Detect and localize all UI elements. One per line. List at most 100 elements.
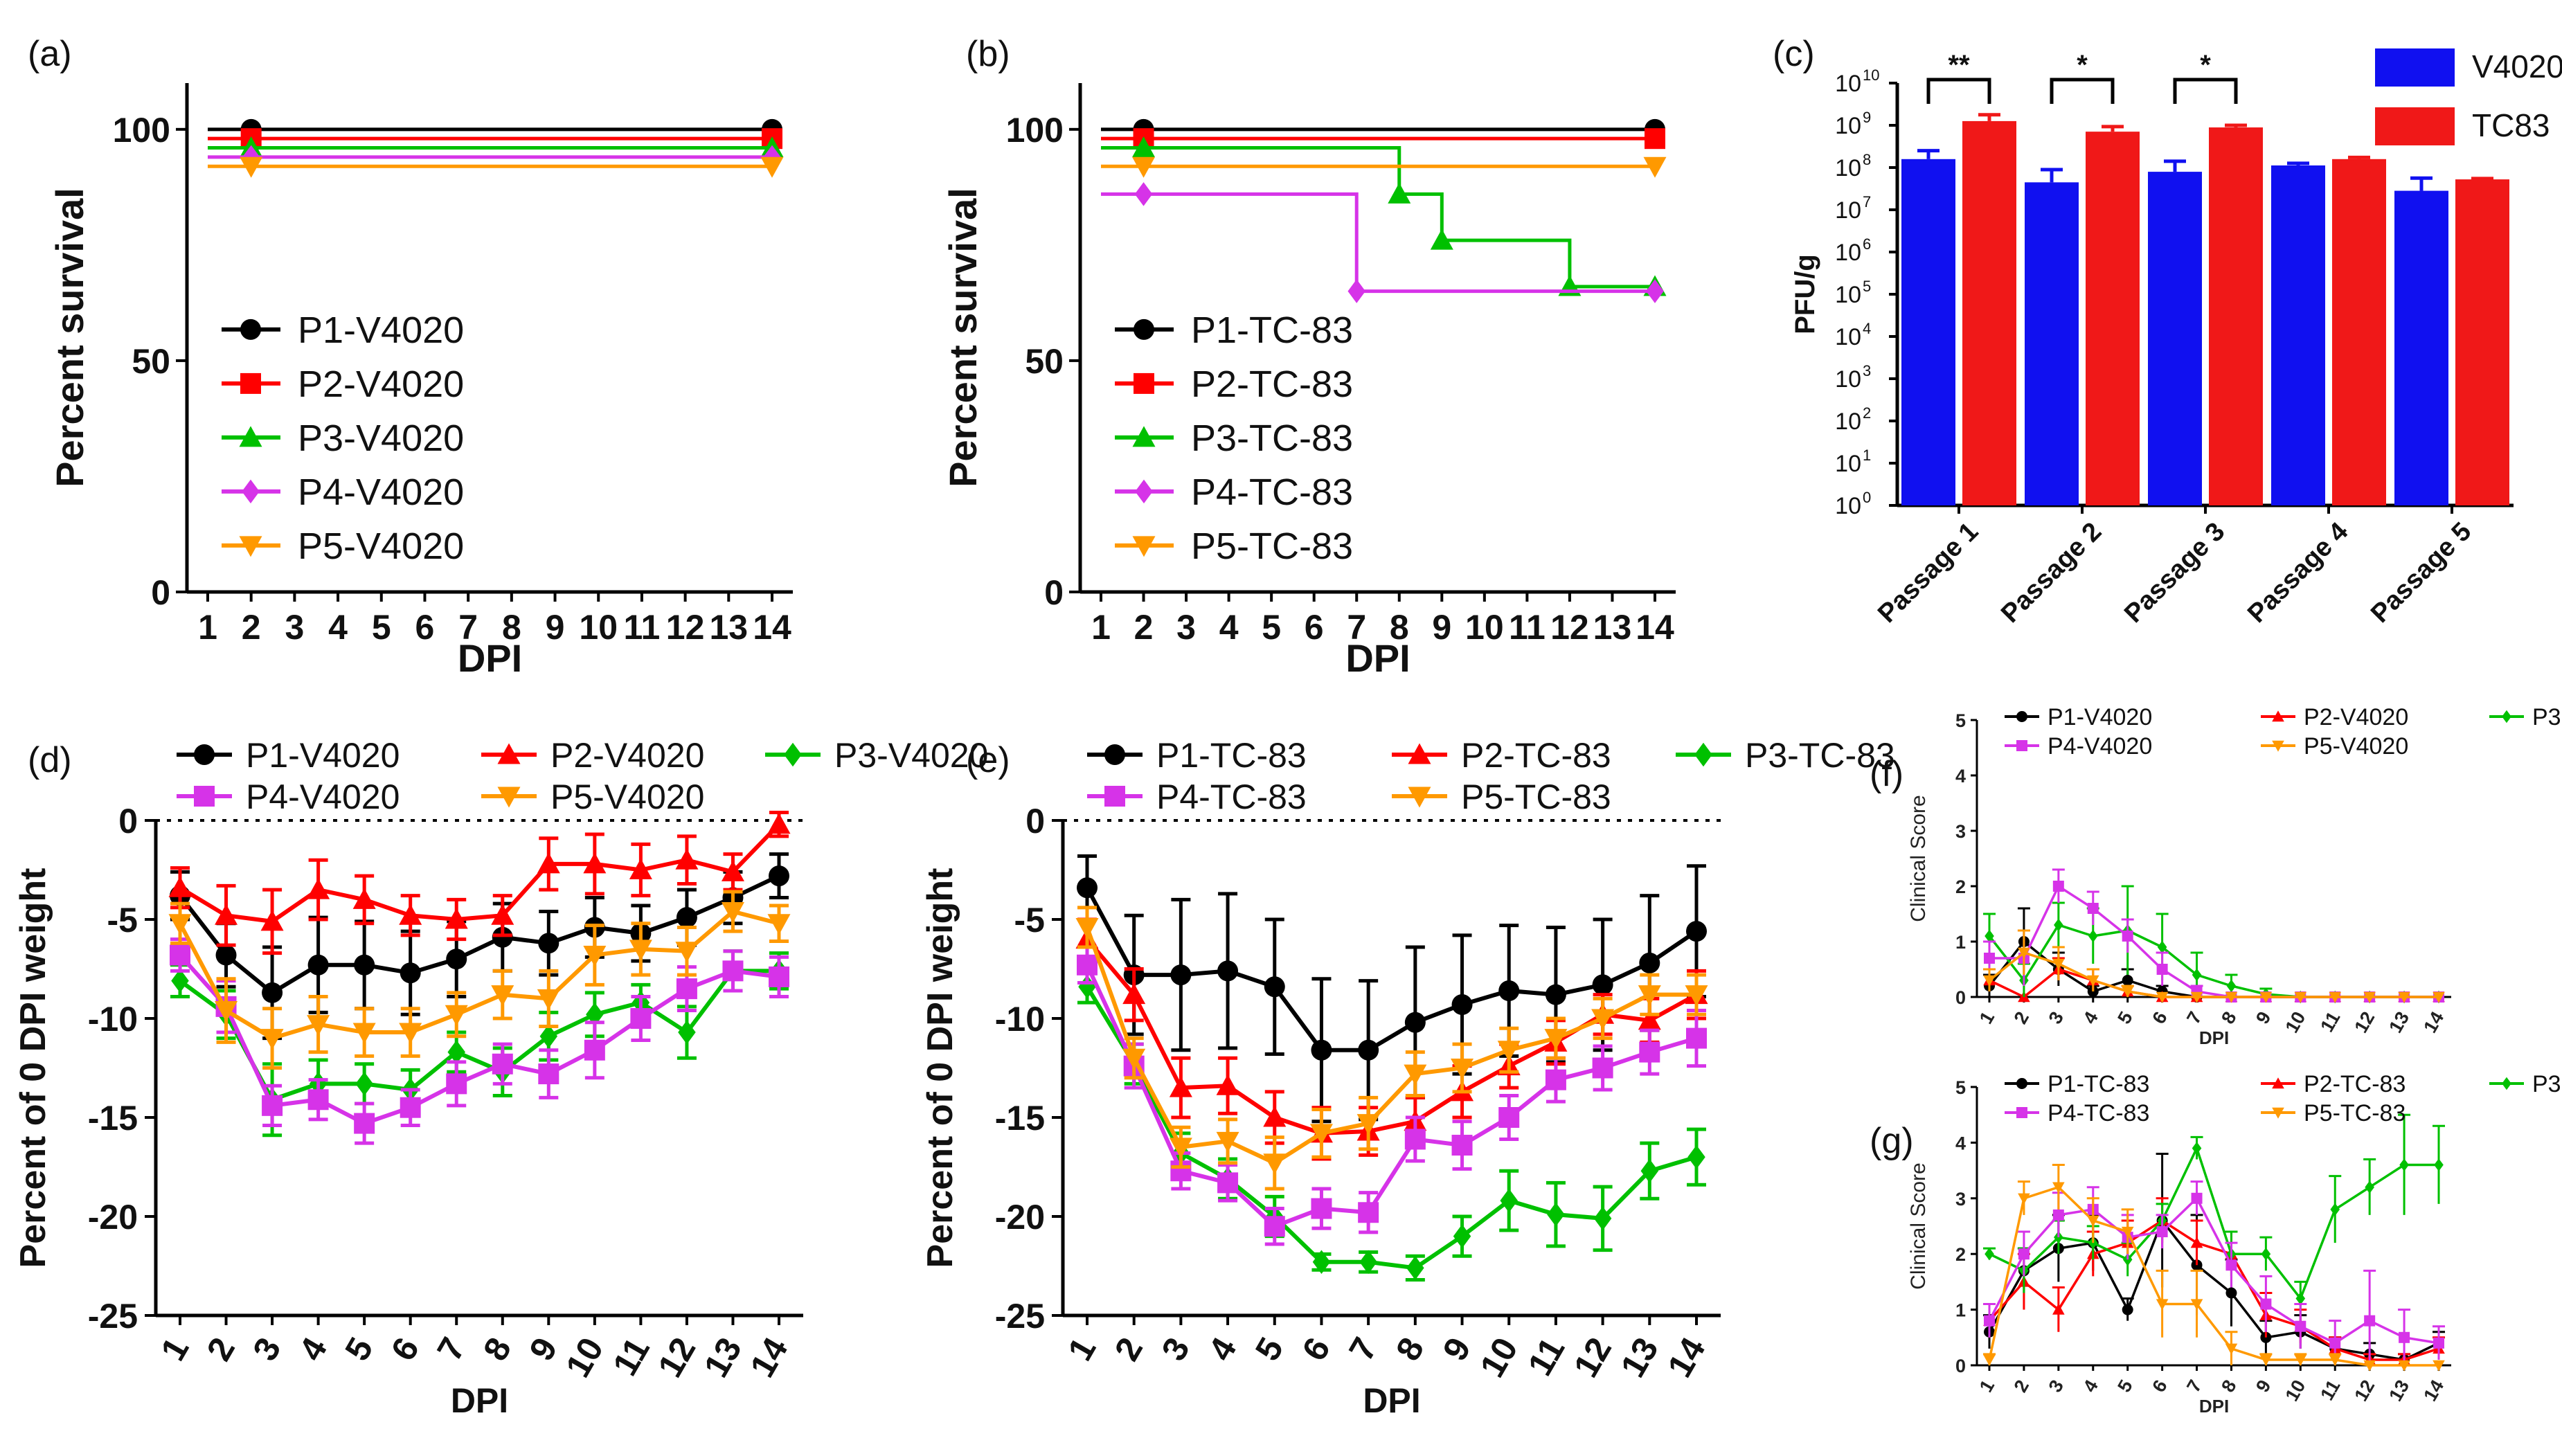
x-tick-label: 12 [1566, 1331, 1619, 1384]
point-P1-V4020 [446, 949, 467, 970]
point-P1-TC-83 [1686, 921, 1707, 942]
panel-label: (a) [28, 34, 72, 74]
x-tick-label: 9 [546, 608, 565, 647]
y-axis-title: Clinical Score [1907, 1162, 1930, 1289]
y-tick-label: 3 [1955, 1189, 1966, 1210]
point-P1-V4020 [215, 944, 237, 966]
y-tick-exponent: 2 [1863, 404, 1871, 422]
legend-label: V4020 [2472, 48, 2562, 84]
x-tick-label: 10 [1472, 1331, 1525, 1384]
point-P4-V4020 [400, 1097, 421, 1118]
survival-point-P5-TC-83 [1132, 156, 1156, 178]
point-P1-TC-83 [1451, 994, 1473, 1015]
legend-marker [2016, 740, 2027, 751]
x-tick-label: 11 [1509, 608, 1546, 647]
survival-point-P4-TC-83 [1646, 279, 1664, 303]
legend-marker [240, 318, 261, 340]
point-P1-TC-83 [1170, 964, 1192, 986]
legend-label: P3-V4020 [2532, 704, 2562, 730]
x-tick-label: 7 [2183, 1008, 2205, 1027]
x-tick-label: 14 [1660, 1331, 1712, 1383]
point-P2-TC-83 [1122, 983, 1146, 1005]
point-P5-TC-83 [1075, 917, 1099, 939]
y-axis-title: Clinical Score [1907, 795, 1930, 922]
x-tick-label: 6 [2148, 1376, 2171, 1396]
x-tick-label: 12 [2350, 1376, 2379, 1405]
x-tick-label: 10 [558, 1331, 611, 1384]
point-P5-TC-83 [2121, 1226, 2134, 1238]
y-tick-label: -5 [107, 901, 138, 940]
point-P5-TC-83 [1169, 1138, 1192, 1159]
x-tick-label: 2 [2010, 1376, 2033, 1396]
point-P4-V4020 [769, 966, 789, 987]
point-P4-TC-83 [2018, 1248, 2030, 1260]
point-P5-TC-83 [1404, 1064, 1427, 1086]
point-P4-TC-83 [1451, 1135, 1473, 1156]
legend-marker [2272, 1077, 2284, 1089]
point-P4-TC-83 [1404, 1129, 1426, 1150]
point-P1-V4020 [262, 982, 283, 1003]
y-tick-base: 10 [1835, 493, 1861, 519]
y-tick-label: 0 [1044, 573, 1064, 612]
point-P2-V4020 [260, 910, 284, 931]
point-P5-V4020 [307, 1015, 330, 1036]
point-P5-V4020 [215, 1001, 238, 1023]
x-tick-label: 10 [579, 608, 618, 647]
y-tick-exponent: 0 [1863, 489, 1871, 506]
point-P1-TC-83 [1545, 984, 1566, 1005]
legend-label: P5-V4020 [550, 778, 704, 816]
y-tick-base: 10 [1835, 451, 1861, 477]
point-P4-V4020 [676, 978, 697, 1000]
y-tick-label: -20 [88, 1198, 138, 1237]
point-P4-TC-83 [2191, 1192, 2203, 1204]
survival-point-P2-TC-83 [1645, 128, 1665, 150]
series-P5-V4020 [1983, 929, 2445, 1003]
line-P5-TC-83 [1085, 926, 1696, 1166]
point-P4-TC-83 [1639, 1041, 1660, 1063]
point-P5-V4020 [629, 940, 652, 961]
y-axis-title: Percent of 0 DPI weight [920, 868, 960, 1268]
point-P1-V4020 [676, 907, 697, 928]
y-axis-title: PFU/g [1790, 254, 1820, 334]
legend-label: P4-TC-83 [1191, 471, 1353, 513]
point-P3-TC-83 [1312, 1250, 1331, 1275]
series-P3-V4020 [1983, 885, 2444, 1004]
point-P5-TC-83 [1309, 1124, 1333, 1145]
y-tick-label: 50 [132, 342, 170, 381]
point-P4-V4020 [170, 944, 190, 966]
legend-label: P4-V4020 [298, 471, 464, 513]
legend-marker [2016, 1107, 2027, 1118]
point-P4-TC-83 [2225, 1259, 2237, 1271]
bar-V4020 [2148, 172, 2202, 505]
y-tick-base: 10 [1835, 197, 1861, 224]
point-P5-TC-83 [1685, 985, 1708, 1007]
x-tick-label: 9 [2252, 1008, 2275, 1027]
x-tick-label: 12 [1550, 608, 1589, 647]
point-P5-V4020 [2363, 991, 2376, 1003]
x-tick-label: 4 [1219, 608, 1239, 647]
point-P5-TC-83 [1122, 1048, 1146, 1070]
point-P2-V4020 [675, 848, 699, 870]
point-P5-TC-83 [2225, 1343, 2238, 1355]
point-P5-V4020 [721, 902, 744, 924]
y-tick-label: 1 [1955, 1300, 1966, 1321]
x-tick-label: 5 [337, 1331, 380, 1367]
x-axis-title: DPI [1363, 1381, 1420, 1420]
legend-label: P3-TC-83 [2532, 1071, 2562, 1097]
point-P3-V4020 [539, 1024, 558, 1048]
x-tick-label: 1 [1976, 1008, 1998, 1027]
significance-bracket [2050, 78, 2115, 104]
x-tick-label: 3 [285, 608, 304, 647]
point-P5-V4020 [2433, 991, 2445, 1003]
y-tick-label: -5 [1014, 901, 1045, 940]
y-tick-exponent: 8 [1863, 151, 1871, 168]
point-P5-V4020 [399, 1023, 422, 1044]
legend-marker [194, 744, 215, 765]
panel-label: (e) [966, 740, 1010, 780]
bar-TC83 [2455, 179, 2509, 505]
x-tick-label: 6 [1305, 608, 1324, 647]
point-P3-TC-83 [2295, 1292, 2306, 1305]
x-axis-title: DPI [451, 1381, 508, 1420]
legend-marker [2272, 710, 2284, 722]
legend-label: P1-TC-83 [2048, 1071, 2149, 1097]
